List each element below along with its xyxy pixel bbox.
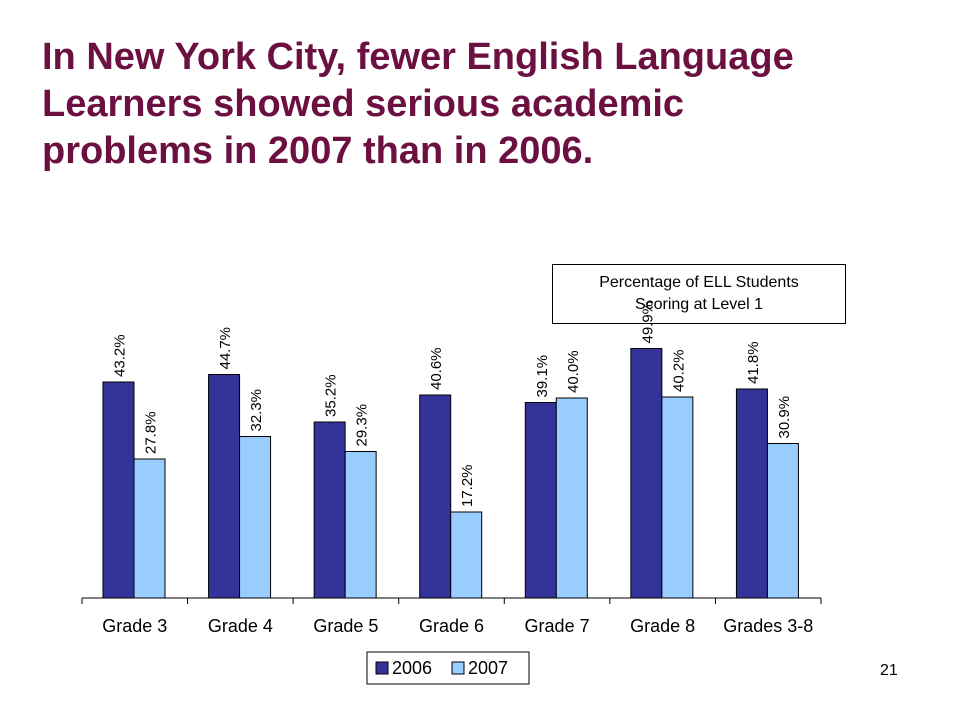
category-labels-layer: Grade 3 Grade 4 Grade 5 Grade 6 Grade 7 Grade…	[102, 616, 813, 636]
category-label: Grade 7	[525, 616, 590, 636]
legend-swatch	[375, 661, 389, 675]
value-label: 35.2%	[323, 374, 340, 417]
category-label: Grade 5	[313, 616, 378, 636]
bar-2006-grades-3-8	[735, 388, 768, 599]
value-label: 40.6%	[428, 347, 445, 390]
bars-layer	[102, 348, 799, 599]
bar-2006-grade-4	[208, 374, 241, 599]
slide-title-line: In New York City, fewer English Language	[42, 36, 794, 78]
value-label: 27.8%	[143, 411, 160, 454]
category-label: Grades 3-8	[723, 616, 813, 636]
value-label: 41.8%	[745, 341, 762, 384]
value-labels-layer: 43.2% 27.8% 44.7% 32.3% 35.2% 29.3% 40.6% 17.2%…	[112, 301, 793, 507]
bar-2007-grade-4	[239, 436, 272, 599]
bar-2007-grade-3	[133, 458, 166, 599]
value-label: 39.1%	[534, 355, 551, 398]
slide-title-line: problems in 2007 than in 2006.	[42, 130, 594, 172]
bar-2006-grade-7	[524, 402, 557, 599]
chart-legend: 2006 2007	[366, 651, 530, 685]
chart-note-box: Percentage of ELL Students Scoring at Le…	[552, 264, 846, 324]
bar-2006-grade-3	[102, 381, 135, 599]
chart-note-line: Percentage of ELL Students	[599, 274, 799, 291]
chart-note-line: Scoring at Level 1	[634, 296, 764, 313]
x-axis	[81, 597, 822, 604]
legend-swatch	[451, 661, 465, 675]
bar-2006-grade-8	[630, 348, 663, 599]
bar-2007-grade-7	[555, 397, 588, 599]
legend-label: 2007	[468, 658, 508, 678]
category-label: Grade 8	[630, 616, 695, 636]
slide-title-line: Learners showed serious academic	[42, 83, 685, 125]
slide-title: In New York City, fewer English Language…	[42, 34, 922, 175]
bar-2007-grade-8	[661, 396, 694, 599]
category-label: Grade 3	[102, 616, 167, 636]
value-label: 40.0%	[565, 350, 582, 393]
legend-label: 2006	[392, 658, 432, 678]
value-label: 32.3%	[248, 389, 265, 432]
value-label: 30.9%	[776, 396, 793, 439]
bar-2007-grade-6	[450, 511, 483, 599]
bar-2007-grades-3-8	[766, 443, 799, 599]
value-label: 17.2%	[459, 464, 476, 507]
value-label: 49.9%	[639, 301, 656, 344]
value-label: 29.3%	[354, 404, 371, 447]
legend-box	[366, 651, 530, 685]
category-label: Grade 6	[419, 616, 484, 636]
value-label: 43.2%	[112, 334, 129, 377]
bar-2006-grade-6	[419, 394, 452, 599]
bar-2007-grade-5	[344, 451, 377, 599]
value-label: 44.7%	[217, 327, 234, 370]
page-number: 21	[880, 662, 898, 679]
category-label: Grade 4	[208, 616, 273, 636]
bar-2006-grade-5	[313, 421, 346, 599]
value-label: 40.2%	[670, 349, 687, 392]
